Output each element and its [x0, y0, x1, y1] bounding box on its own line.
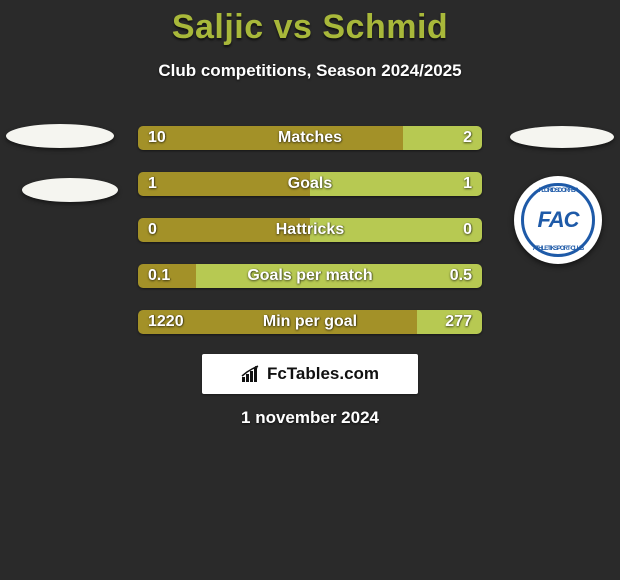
fac-badge-inner: FLORIDSDORFER FAC ATHLETIKSPORT·CLUB: [521, 183, 595, 257]
comparison-infographic: Saljic vs Schmid Club competitions, Seas…: [0, 0, 620, 580]
stat-label: Goals: [138, 172, 482, 196]
date-line: 1 november 2024: [0, 408, 620, 428]
page-subtitle: Club competitions, Season 2024/2025: [0, 61, 620, 81]
player-right-logo-top: [510, 126, 614, 148]
fac-ring-bottom: ATHLETIKSPORT·CLUB: [533, 246, 584, 252]
stat-label: Goals per match: [138, 264, 482, 288]
fac-ring-top: FLORIDSDORFER: [539, 188, 578, 194]
page-title: Saljic vs Schmid: [0, 0, 620, 47]
brand-chart-icon: [241, 365, 263, 383]
stat-label: Min per goal: [138, 310, 482, 334]
stat-label: Hattricks: [138, 218, 482, 242]
player-left-logo-bottom: [22, 178, 118, 202]
brand-badge: FcTables.com: [202, 354, 418, 394]
stat-row: 11Goals: [138, 172, 482, 196]
stat-row: 102Matches: [138, 126, 482, 150]
stat-label: Matches: [138, 126, 482, 150]
fac-badge-text: FAC: [538, 207, 579, 233]
stat-row: 0.10.5Goals per match: [138, 264, 482, 288]
stat-row: 1220277Min per goal: [138, 310, 482, 334]
player-right-club-badge: FLORIDSDORFER FAC ATHLETIKSPORT·CLUB: [514, 176, 602, 264]
brand-text: FcTables.com: [267, 364, 379, 384]
comparison-bars: 102Matches 11Goals 00Hattricks 0.10.5Goals …: [138, 126, 482, 356]
stat-row: 00Hattricks: [138, 218, 482, 242]
player-left-logo-top: [6, 124, 114, 148]
